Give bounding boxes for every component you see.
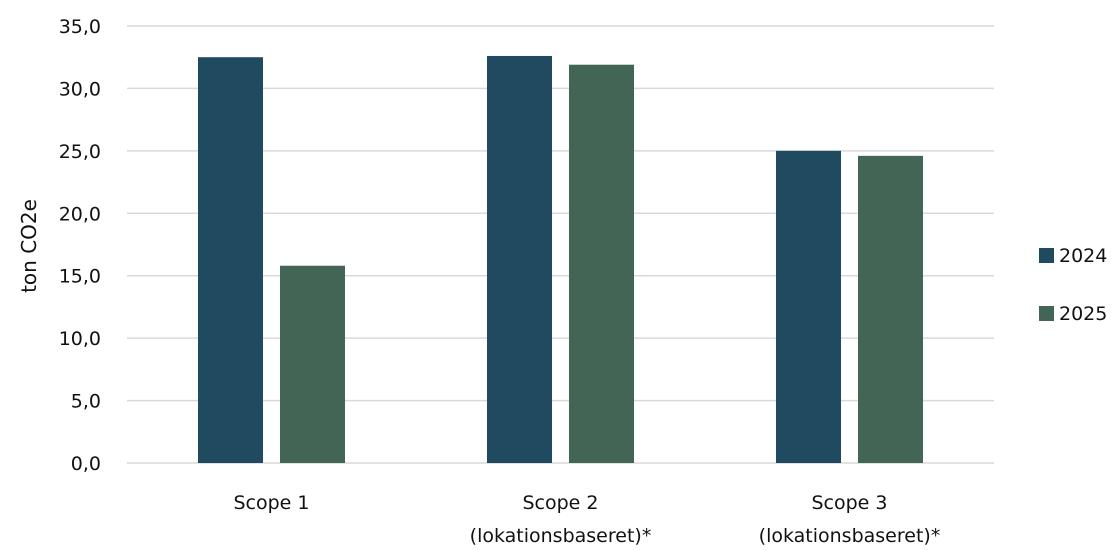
y-tick-label: 30,0 bbox=[59, 78, 101, 100]
gridlines bbox=[127, 25, 994, 464]
legend-label-2024: 2024 bbox=[1059, 245, 1107, 267]
x-category-label: Scope 2 bbox=[522, 492, 598, 514]
x-category-label: (lokationsbaseret)* bbox=[470, 525, 652, 547]
legend-swatch-2024 bbox=[1039, 248, 1054, 263]
y-tick-label: 5,0 bbox=[71, 391, 101, 413]
y-tick-label: 25,0 bbox=[59, 141, 101, 163]
y-tick-label: 20,0 bbox=[59, 203, 101, 225]
bars bbox=[198, 55, 923, 464]
bar-2025-cat-1 bbox=[280, 265, 345, 463]
x-axis-category-labels: Scope 1 Scope 2 (lokationsbaseret)* Scope 3… bbox=[233, 492, 940, 547]
legend-swatch-2025 bbox=[1039, 306, 1054, 321]
y-axis-tick-labels: 0,0 5,0 10,0 15,0 20,0 25,0 30,0 35,0 bbox=[59, 16, 101, 475]
legend-label-2025: 2025 bbox=[1059, 303, 1107, 325]
y-tick-label: 10,0 bbox=[59, 328, 101, 350]
x-category-label: (lokationsbaseret)* bbox=[759, 525, 941, 547]
bar-2024-cat-1 bbox=[198, 57, 263, 463]
bar-2024-cat-2 bbox=[487, 55, 552, 464]
y-tick-label: 35,0 bbox=[59, 16, 101, 38]
bar-2025-cat-3 bbox=[858, 155, 923, 463]
bar-2024-cat-3 bbox=[776, 150, 841, 463]
bar-2025-cat-2 bbox=[569, 64, 634, 463]
legend: 2024 2025 bbox=[1039, 245, 1107, 325]
y-axis-title: ton CO2e bbox=[17, 199, 41, 293]
y-tick-label: 0,0 bbox=[71, 453, 101, 475]
x-category-label: Scope 1 bbox=[233, 492, 309, 514]
x-category-label: Scope 3 bbox=[811, 492, 887, 514]
y-tick-label: 15,0 bbox=[59, 266, 101, 288]
